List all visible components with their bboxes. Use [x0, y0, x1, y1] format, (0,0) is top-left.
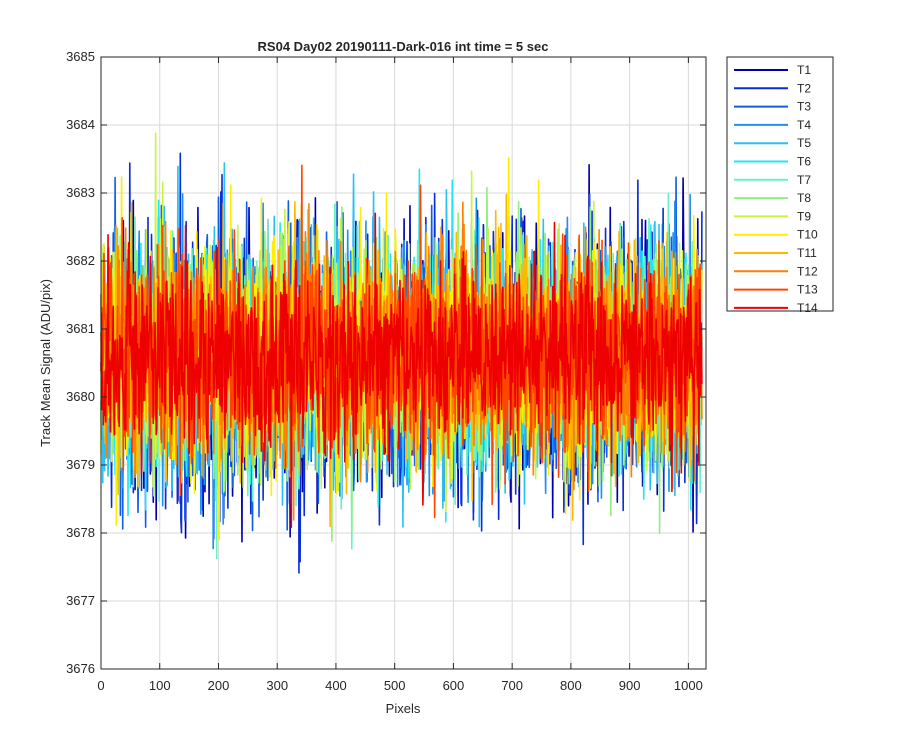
- y-tick-label: 3679: [66, 457, 95, 472]
- x-tick-label: 300: [266, 678, 288, 693]
- y-tick-label: 3678: [66, 525, 95, 540]
- legend-label: T13: [797, 283, 818, 297]
- x-tick-label: 400: [325, 678, 347, 693]
- legend-label: T1: [797, 63, 811, 77]
- y-tick-label: 3682: [66, 253, 95, 268]
- legend-label: T3: [797, 100, 811, 114]
- x-tick-label: 200: [208, 678, 230, 693]
- legend: T1 T2 T3 T4 T5 T6 T7 T8 T9 T10 T11 T12 T13 T14: [726, 56, 834, 315]
- ticks: 0 100 200 300 400 500 600 700 800 900 1000 3676 3677…: [66, 49, 706, 693]
- plot-frame: [100, 56, 707, 670]
- x-tick-label: 700: [501, 678, 523, 693]
- series-layer: [100, 132, 703, 574]
- legend-label: T5: [797, 136, 811, 150]
- legend-label: T11: [797, 246, 817, 260]
- legend-label: T12: [797, 264, 818, 278]
- chart-title: RS04 Day02 20190111-Dark-016 int time = …: [258, 39, 549, 54]
- x-tick-label: 100: [149, 678, 171, 693]
- x-tick-label: 800: [560, 678, 582, 693]
- y-tick-label: 3685: [66, 49, 95, 64]
- legend-label: T9: [797, 209, 811, 223]
- x-tick-label: 500: [384, 678, 406, 693]
- x-axis-label: Pixels: [386, 701, 421, 716]
- y-tick-label: 3681: [66, 321, 95, 336]
- y-tick-label: 3684: [66, 117, 95, 132]
- x-tick-label: 600: [443, 678, 465, 693]
- legend-label: T8: [797, 191, 811, 205]
- legend-label: T4: [797, 118, 811, 132]
- y-tick-label: 3677: [66, 593, 95, 608]
- legend-label: T10: [797, 228, 818, 242]
- y-tick-label: 3680: [66, 389, 95, 404]
- legend-label: T6: [797, 155, 811, 169]
- x-tick-label: 0: [97, 678, 104, 693]
- legend-label: T7: [797, 173, 811, 187]
- x-tick-label: 1000: [674, 678, 703, 693]
- legend-label: T14: [797, 301, 818, 315]
- legend-label: T2: [797, 81, 811, 95]
- y-tick-label: 3683: [66, 185, 95, 200]
- series-line-t14: [100, 212, 703, 529]
- x-tick-label: 900: [619, 678, 641, 693]
- y-axis-label: Track Mean Signal (ADU/pix): [38, 279, 53, 447]
- y-tick-label: 3676: [66, 661, 95, 676]
- legend-box: [726, 56, 834, 312]
